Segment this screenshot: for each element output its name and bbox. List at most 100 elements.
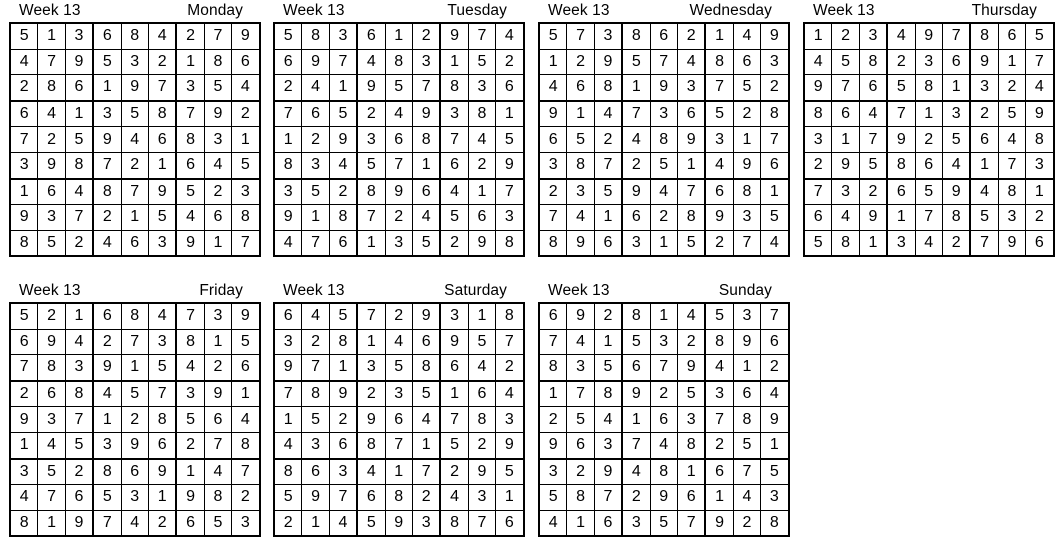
sudoku-cell[interactable]: 5 [594,178,624,206]
sudoku-cell[interactable]: 2 [705,432,734,460]
sudoku-cell[interactable]: 5 [705,100,734,128]
sudoku-cell[interactable]: 5 [148,354,178,382]
sudoku-cell[interactable]: 5 [539,23,568,50]
sudoku-cell[interactable]: 2 [231,100,260,128]
sudoku-cell[interactable]: 6 [760,152,789,180]
sudoku-cell[interactable]: 6 [231,49,260,76]
sudoku-cell[interactable]: 2 [705,230,734,257]
sudoku-cell[interactable]: 9 [65,49,95,76]
sudoku-cell[interactable]: 6 [385,126,413,153]
sudoku-cell[interactable]: 4 [705,354,734,382]
sudoku-cell[interactable]: 8 [148,406,178,433]
sudoku-cell[interactable]: 2 [539,178,568,206]
sudoku-cell[interactable]: 6 [468,380,497,408]
sudoku-cell[interactable]: 9 [970,49,999,76]
sudoku-cell[interactable]: 5 [37,230,66,257]
sudoku-cell[interactable]: 1 [301,204,330,231]
sudoku-cell[interactable]: 5 [650,152,678,180]
sudoku-cell[interactable]: 2 [204,354,233,382]
sudoku-cell[interactable]: 9 [412,303,442,330]
sudoku-cell[interactable]: 9 [705,204,734,231]
sudoku-cell[interactable]: 1 [385,458,413,486]
sudoku-cell[interactable]: 7 [274,380,303,408]
sudoku-cell[interactable]: 2 [1025,204,1054,231]
sudoku-cell[interactable]: 3 [831,178,860,206]
sudoku-cell[interactable]: 5 [705,303,734,330]
sudoku-cell[interactable]: 3 [495,204,524,231]
sudoku-cell[interactable]: 7 [705,74,734,102]
sudoku-cell[interactable]: 8 [539,230,568,257]
sudoku-cell[interactable]: 7 [887,100,916,128]
sudoku-cell[interactable]: 1 [37,23,66,50]
sudoku-cell[interactable]: 4 [539,510,568,537]
sudoku-cell[interactable]: 8 [176,329,205,356]
sudoku-cell[interactable]: 4 [10,484,39,511]
sudoku-cell[interactable]: 4 [760,380,789,408]
sudoku-cell[interactable]: 4 [998,126,1027,153]
sudoku-cell[interactable]: 4 [468,354,497,382]
sudoku-cell[interactable]: 7 [998,152,1027,180]
sudoku-cell[interactable]: 7 [677,510,707,537]
sudoku-cell[interactable]: 1 [412,152,442,180]
sudoku-cell[interactable]: 3 [204,126,233,153]
sudoku-cell[interactable]: 3 [566,178,595,206]
sudoku-cell[interactable]: 8 [385,484,413,511]
sudoku-cell[interactable]: 4 [176,354,205,382]
sudoku-cell[interactable]: 8 [301,23,330,50]
sudoku-cell[interactable]: 2 [93,204,122,231]
sudoku-cell[interactable]: 9 [204,100,233,128]
sudoku-cell[interactable]: 5 [733,74,762,102]
sudoku-cell[interactable]: 3 [301,432,330,460]
sudoku-cell[interactable]: 7 [594,152,624,180]
sudoku-cell[interactable]: 7 [650,49,678,76]
sudoku-cell[interactable]: 4 [385,329,413,356]
sudoku-cell[interactable]: 7 [412,74,442,102]
sudoku-cell[interactable]: 3 [468,74,497,102]
sudoku-cell[interactable]: 2 [622,484,651,511]
sudoku-cell[interactable]: 9 [231,303,260,330]
sudoku-cell[interactable]: 8 [231,432,260,460]
sudoku-cell[interactable]: 5 [385,74,413,102]
sudoku-cell[interactable]: 7 [329,49,359,76]
sudoku-cell[interactable]: 2 [539,406,568,433]
sudoku-cell[interactable]: 8 [301,380,330,408]
sudoku-cell[interactable]: 6 [121,458,149,486]
sudoku-cell[interactable]: 3 [594,432,624,460]
sudoku-cell[interactable]: 5 [495,126,524,153]
sudoku-cell[interactable]: 9 [1025,100,1054,128]
sudoku-cell[interactable]: 6 [650,23,678,50]
sudoku-cell[interactable]: 5 [329,303,359,330]
sudoku-cell[interactable]: 5 [915,178,943,206]
sudoku-cell[interactable]: 4 [204,152,233,180]
sudoku-cell[interactable]: 3 [566,354,595,382]
sudoku-cell[interactable]: 7 [468,510,497,537]
sudoku-cell[interactable]: 9 [274,204,303,231]
sudoku-cell[interactable]: 9 [495,152,524,180]
sudoku-cell[interactable]: 8 [733,178,762,206]
sudoku-cell[interactable]: 7 [357,303,386,330]
sudoku-cell[interactable]: 7 [1025,49,1054,76]
sudoku-cell[interactable]: 8 [412,354,442,382]
sudoku-cell[interactable]: 6 [622,354,651,382]
sudoku-cell[interactable]: 7 [93,510,122,537]
sudoku-cell[interactable]: 9 [650,484,678,511]
sudoku-cell[interactable]: 5 [357,510,386,537]
sudoku-cell[interactable]: 1 [650,303,678,330]
sudoku-cell[interactable]: 2 [468,152,497,180]
sudoku-cell[interactable]: 9 [705,510,734,537]
sudoku-cell[interactable]: 8 [93,178,122,206]
sudoku-cell[interactable]: 3 [539,152,568,180]
sudoku-cell[interactable]: 5 [204,510,233,537]
sudoku-cell[interactable]: 4 [329,152,359,180]
sudoku-cell[interactable]: 2 [301,126,330,153]
sudoku-cell[interactable]: 7 [10,354,39,382]
sudoku-cell[interactable]: 1 [329,354,359,382]
sudoku-cell[interactable]: 6 [65,484,95,511]
sudoku-cell[interactable]: 7 [440,406,469,433]
sudoku-cell[interactable]: 7 [468,23,497,50]
sudoku-cell[interactable]: 9 [942,178,972,206]
sudoku-cell[interactable]: 3 [274,178,303,206]
sudoku-cell[interactable]: 8 [831,230,860,257]
sudoku-cell[interactable]: 3 [650,100,678,128]
sudoku-cell[interactable]: 8 [650,126,678,153]
